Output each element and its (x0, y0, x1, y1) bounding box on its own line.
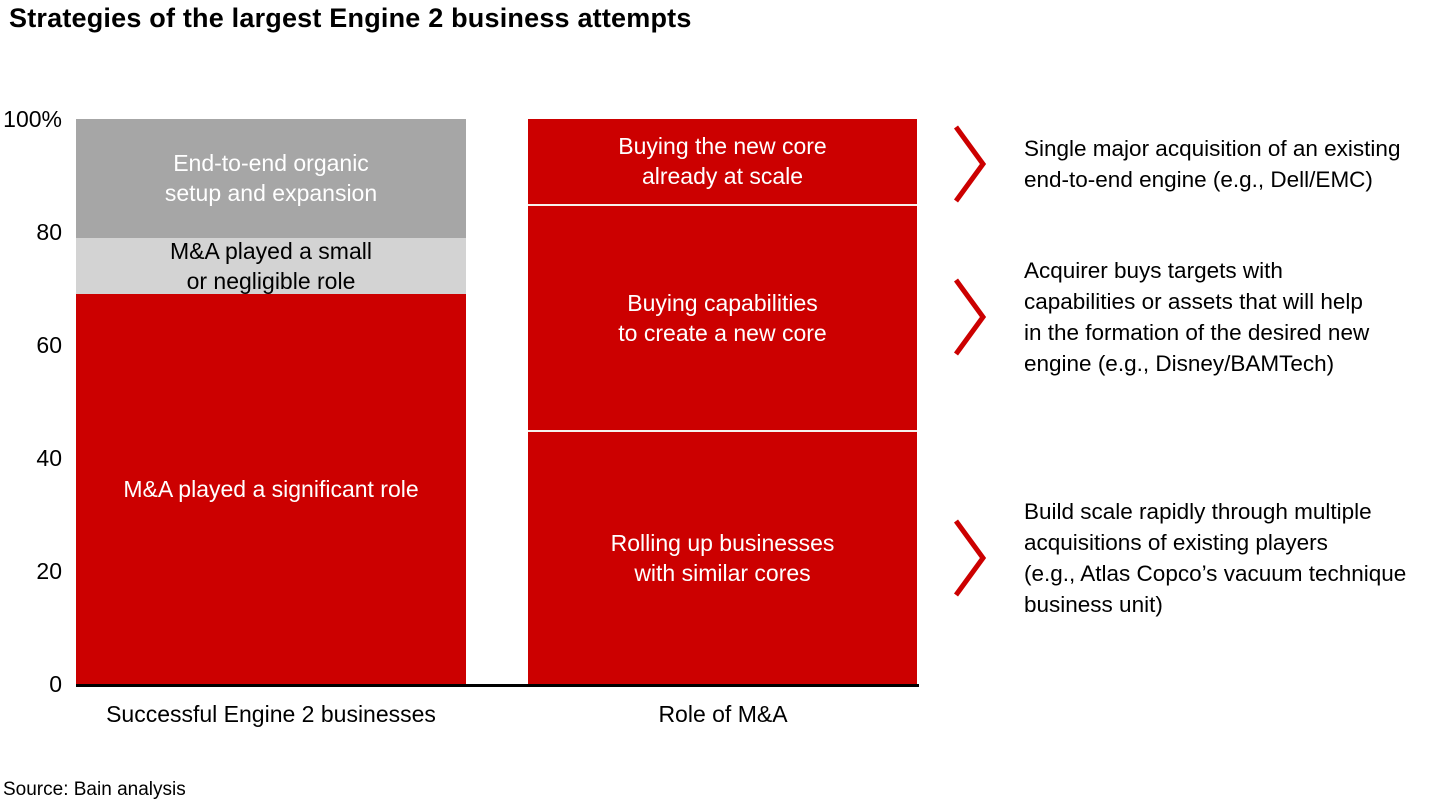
annotation-text: Build scale rapidly through multiple acq… (1024, 499, 1407, 617)
segment-label: M&A played a small or negligible role (170, 237, 372, 294)
source-note: Source: Bain analysis (3, 779, 186, 800)
bar-segment-rolling-up: Rolling up businesses with similar cores (528, 429, 917, 684)
annotation-single-acquisition: Single major acquisition of an existing … (953, 124, 1440, 204)
bar-segment-ma-small-role: M&A played a small or negligible role (76, 237, 466, 295)
y-tick-label-100: 100% (3, 106, 62, 132)
y-tick-label-60: 60 (36, 332, 62, 358)
segment-label: Buying the new core already at scale (618, 133, 827, 190)
segment-label: Rolling up businesses with similar cores (610, 529, 835, 586)
annotation-text: Single major acquisition of an existing … (1024, 136, 1401, 192)
chevron-right-icon (953, 125, 987, 203)
bar-segment-organic-setup: End-to-end organic setup and expansion (76, 119, 466, 238)
y-tick-label-80: 80 (36, 219, 62, 245)
bar-segment-ma-significant-role: M&A played a significant role (76, 294, 466, 684)
y-tick-label-0: 0 (49, 671, 62, 697)
segment-label: M&A played a significant role (123, 476, 419, 503)
y-tick-label-20: 20 (36, 558, 62, 584)
x-axis-line (76, 684, 919, 687)
segment-label: Buying capabilities to create a new core (618, 289, 827, 346)
annotation-acquirer-buys-targets: Acquirer buys targets with capabilities … (953, 255, 1440, 379)
chevron-right-icon (953, 519, 987, 597)
y-tick-label-40: 40 (36, 445, 62, 471)
category-label-successful-engine2: Successful Engine 2 businesses (106, 701, 436, 727)
annotation-text: Acquirer buys targets with capabilities … (1024, 258, 1370, 376)
stacked-bar-role-of-ma: Buying the new core already at scale Buy… (528, 119, 917, 684)
stacked-bar-successful-engine2: End-to-end organic setup and expansion M… (76, 119, 466, 684)
chart-title: Strategies of the largest Engine 2 busin… (9, 3, 692, 33)
annotation-build-scale-rapidly: Build scale rapidly through multiple acq… (953, 496, 1440, 620)
segment-label: End-to-end organic setup and expansion (164, 150, 378, 207)
bar-segment-buying-capabilities: Buying capabilities to create a new core (528, 203, 917, 430)
chevron-right-icon (953, 278, 987, 356)
bar-segment-buying-new-core: Buying the new core already at scale (528, 119, 917, 204)
category-label-role-of-ma: Role of M&A (658, 701, 788, 727)
